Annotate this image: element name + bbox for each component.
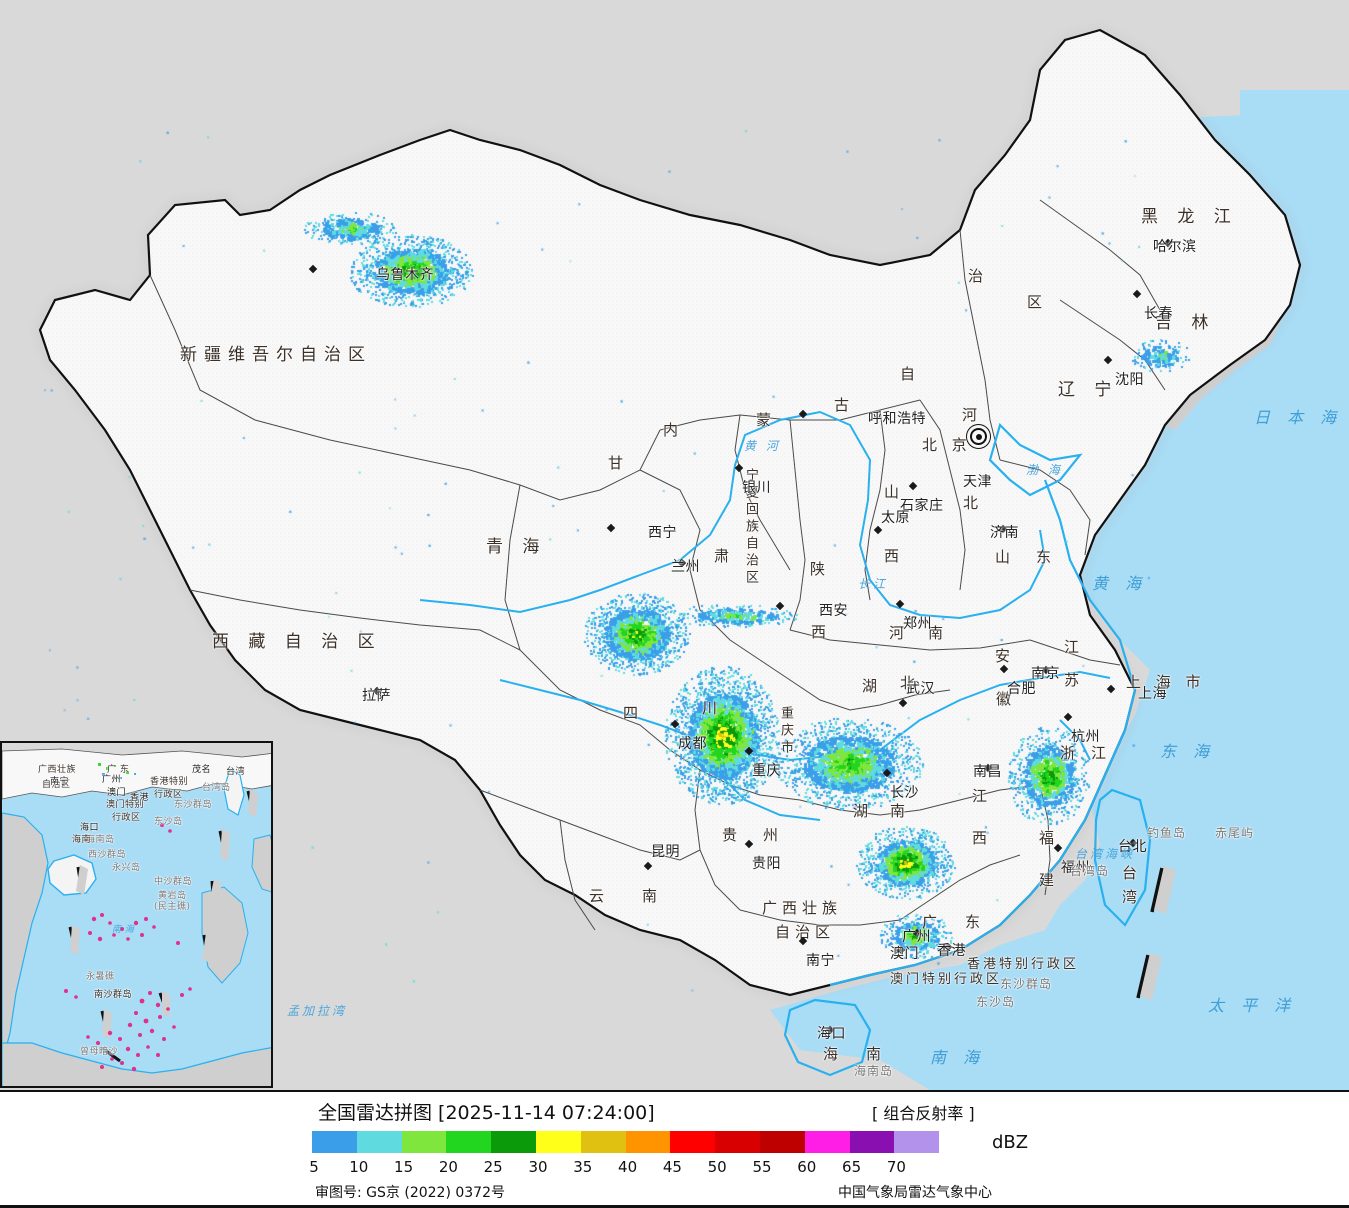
tick-10: 10 — [349, 1158, 369, 1176]
colorbar-swatch-40[interactable] — [625, 1131, 671, 1153]
tick-20: 20 — [438, 1158, 458, 1176]
colorbar-swatch-20[interactable] — [446, 1131, 492, 1153]
dbz-colorbar[interactable] — [312, 1131, 940, 1153]
legend-title-row: 全国雷达拼图 [2025-11-14 07:24:00] [ 组合反射率 ] — [0, 1098, 1349, 1124]
south-china-sea-inset[interactable]: 广西壮族 自治区广 东台湾 香港特别 行政区 澳门特别 行政区 台湾岛 东沙群岛 东沙岛 海南岛西… — [0, 741, 273, 1088]
data-source-label: 中国气象局雷达气象中心 — [838, 1185, 992, 1201]
dbz-tick-labels: 5 10 15 20 25 30 35 40 45 50 55 60 65 70 — [309, 1158, 1012, 1178]
colorbar-swatch-50[interactable] — [715, 1131, 760, 1153]
legend-panel: 全国雷达拼图 [2025-11-14 07:24:00] [ 组合反射率 ] d… — [0, 1090, 1349, 1208]
colorbar-swatch-35[interactable] — [580, 1131, 626, 1153]
tick-45: 45 — [662, 1158, 682, 1176]
tick-5: 5 — [309, 1158, 319, 1176]
colorbar-swatch-10[interactable] — [356, 1131, 402, 1153]
dbz-unit-label: dBZ — [992, 1132, 1029, 1153]
tick-70: 70 — [886, 1158, 906, 1176]
colorbar-swatch-30[interactable] — [535, 1131, 581, 1153]
tick-40: 40 — [618, 1158, 638, 1176]
inset-vector-layer — [2, 743, 271, 1086]
china-radar-map[interactable]: 新疆维吾尔自治区西 藏 自 治 区青 海甘肃内蒙古自治区宁夏回族自治区黑 龙 江… — [0, 0, 1349, 1090]
tick-15: 15 — [394, 1158, 414, 1176]
tick-60: 60 — [797, 1158, 817, 1176]
colorbar-swatch-65[interactable] — [849, 1131, 895, 1153]
reef-dots — [64, 823, 192, 1072]
tick-50: 50 — [707, 1158, 727, 1176]
tick-30: 30 — [528, 1158, 548, 1176]
tick-35: 35 — [573, 1158, 593, 1176]
map-title: 全国雷达拼图 [2025-11-14 07:24:00] — [318, 1102, 655, 1124]
colorbar-swatch-55[interactable] — [759, 1131, 805, 1153]
colorbar-swatch-15[interactable] — [401, 1131, 447, 1153]
colorbar-swatch-5[interactable] — [312, 1131, 357, 1153]
colorbar-swatch-70[interactable] — [894, 1131, 940, 1153]
tick-25: 25 — [483, 1158, 503, 1176]
map-approval-number: 审图号: GS京 (2022) 0372号 — [315, 1185, 505, 1201]
product-type-label: [ 组合反射率 ] — [872, 1104, 975, 1123]
tick-65: 65 — [842, 1158, 862, 1176]
tick-55: 55 — [752, 1158, 772, 1176]
colorbar-swatch-25[interactable] — [491, 1131, 536, 1153]
colorbar-swatch-60[interactable] — [804, 1131, 850, 1153]
colorbar-swatch-45[interactable] — [670, 1131, 716, 1153]
